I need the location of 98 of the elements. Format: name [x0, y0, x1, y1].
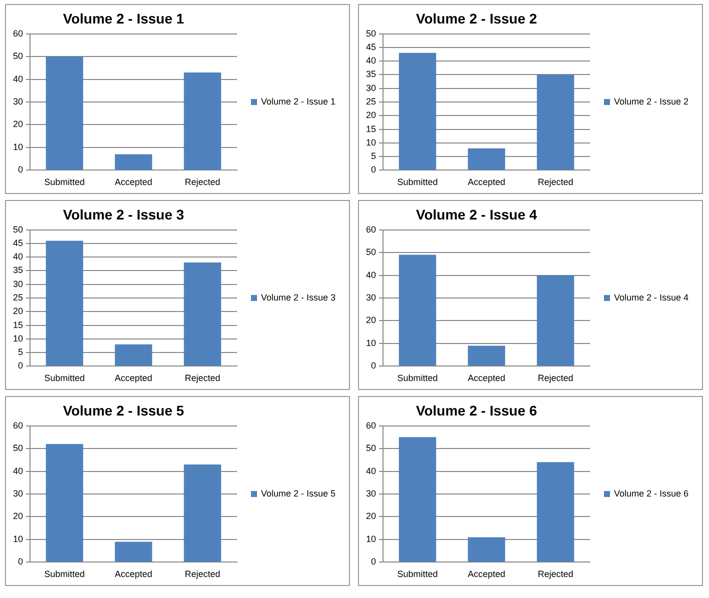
- bar: [114, 154, 152, 170]
- y-tick-label: 0: [370, 360, 376, 371]
- legend-label: Volume 2 - Issue 3: [261, 292, 336, 302]
- legend-label: Volume 2 - Issue 1: [261, 96, 336, 106]
- x-tick-label: Submitted: [44, 569, 85, 580]
- y-tick-label: 20: [12, 306, 24, 316]
- y-tick-label: 15: [12, 320, 24, 330]
- y-tick-label: 40: [366, 270, 376, 280]
- y-tick-label: 5: [370, 151, 376, 162]
- bar: [536, 462, 574, 562]
- y-tick-label: 30: [12, 278, 24, 289]
- y-tick-label: 5: [18, 347, 24, 358]
- y-tick-label: 10: [12, 333, 24, 344]
- bar: [536, 74, 574, 170]
- bar: [114, 542, 152, 562]
- y-tick-label: 50: [12, 51, 24, 62]
- bar: [46, 444, 84, 562]
- x-tick-label: Submitted: [397, 569, 438, 580]
- legend-label: Volume 2 - Issue 2: [614, 96, 689, 106]
- y-tick-label: 45: [366, 42, 376, 52]
- bar: [468, 148, 506, 170]
- y-tick-label: 40: [366, 466, 376, 476]
- x-tick-label: Accepted: [114, 177, 152, 188]
- y-tick-label: 30: [366, 82, 376, 93]
- y-tick-label: 0: [370, 556, 376, 567]
- bar: [398, 254, 436, 366]
- bar: [184, 464, 222, 562]
- bar: [46, 240, 84, 366]
- y-tick-label: 20: [366, 315, 376, 326]
- x-tick-label: Submitted: [397, 177, 438, 188]
- y-tick-label: 0: [370, 164, 376, 175]
- y-tick-label: 50: [366, 28, 376, 38]
- x-tick-label: Rejected: [538, 373, 574, 384]
- y-tick-label: 20: [366, 511, 376, 522]
- y-tick-label: 25: [366, 96, 376, 106]
- y-tick-label: 45: [12, 238, 24, 248]
- bar: [398, 437, 436, 562]
- chart-title: Volume 2 - Issue 6: [416, 402, 538, 418]
- legend-label: Volume 2 - Issue 4: [614, 292, 689, 302]
- y-tick-label: 50: [366, 247, 376, 258]
- bar: [184, 262, 222, 366]
- y-tick-label: 10: [366, 338, 376, 348]
- bar: [46, 56, 84, 170]
- bar: [468, 346, 506, 366]
- y-tick-label: 15: [366, 124, 376, 134]
- y-tick-label: 60: [12, 28, 24, 38]
- y-tick-label: 10: [366, 137, 376, 148]
- y-tick-label: 35: [366, 69, 376, 80]
- x-tick-label: Rejected: [184, 373, 220, 384]
- x-tick-label: Submitted: [397, 373, 438, 384]
- y-tick-label: 50: [12, 224, 24, 234]
- legend-label: Volume 2 - Issue 5: [261, 488, 336, 498]
- y-tick-label: 30: [366, 488, 376, 498]
- bar: [114, 344, 152, 366]
- y-tick-label: 20: [12, 511, 24, 522]
- chart-title: Volume 2 - Issue 2: [416, 10, 538, 26]
- chart-title: Volume 2 - Issue 4: [416, 206, 538, 222]
- y-tick-label: 60: [366, 420, 376, 430]
- y-tick-label: 20: [366, 110, 376, 120]
- x-tick-label: Accepted: [114, 373, 152, 384]
- x-tick-label: Accepted: [468, 373, 506, 384]
- y-tick-label: 50: [12, 443, 24, 454]
- y-tick-label: 40: [12, 466, 24, 476]
- bar: [536, 275, 574, 366]
- bar: [184, 72, 222, 170]
- x-tick-label: Accepted: [114, 569, 152, 580]
- bar: [468, 537, 506, 562]
- y-tick-label: 0: [18, 556, 24, 567]
- x-tick-label: Rejected: [184, 177, 220, 188]
- chart-title: Volume 2 - Issue 3: [62, 206, 184, 222]
- x-tick-label: Accepted: [468, 177, 506, 188]
- y-tick-label: 40: [12, 252, 24, 262]
- y-tick-label: 10: [12, 534, 24, 544]
- x-tick-label: Accepted: [468, 569, 506, 580]
- y-tick-label: 60: [12, 420, 24, 430]
- legend-label: Volume 2 - Issue 6: [614, 488, 689, 498]
- y-tick-label: 30: [366, 292, 376, 302]
- y-tick-label: 40: [366, 56, 376, 66]
- chart-title: Volume 2 - Issue 5: [62, 402, 184, 418]
- y-tick-label: 40: [12, 74, 24, 84]
- chart-title: Volume 2 - Issue 1: [62, 10, 184, 26]
- bar: [398, 52, 436, 170]
- x-tick-label: Submitted: [44, 373, 85, 384]
- y-tick-label: 10: [366, 534, 376, 544]
- x-tick-label: Rejected: [538, 177, 574, 188]
- x-tick-label: Rejected: [184, 569, 220, 580]
- y-tick-label: 60: [366, 224, 376, 234]
- y-tick-label: 0: [18, 360, 24, 371]
- y-tick-label: 35: [12, 265, 24, 276]
- y-tick-label: 25: [12, 292, 24, 302]
- y-tick-label: 30: [12, 96, 24, 106]
- y-tick-label: 0: [18, 164, 24, 175]
- x-tick-label: Rejected: [538, 569, 574, 580]
- y-tick-label: 20: [12, 119, 24, 130]
- y-tick-label: 50: [366, 443, 376, 454]
- y-tick-label: 10: [12, 142, 24, 152]
- y-tick-label: 30: [12, 488, 24, 498]
- x-tick-label: Submitted: [44, 177, 85, 188]
